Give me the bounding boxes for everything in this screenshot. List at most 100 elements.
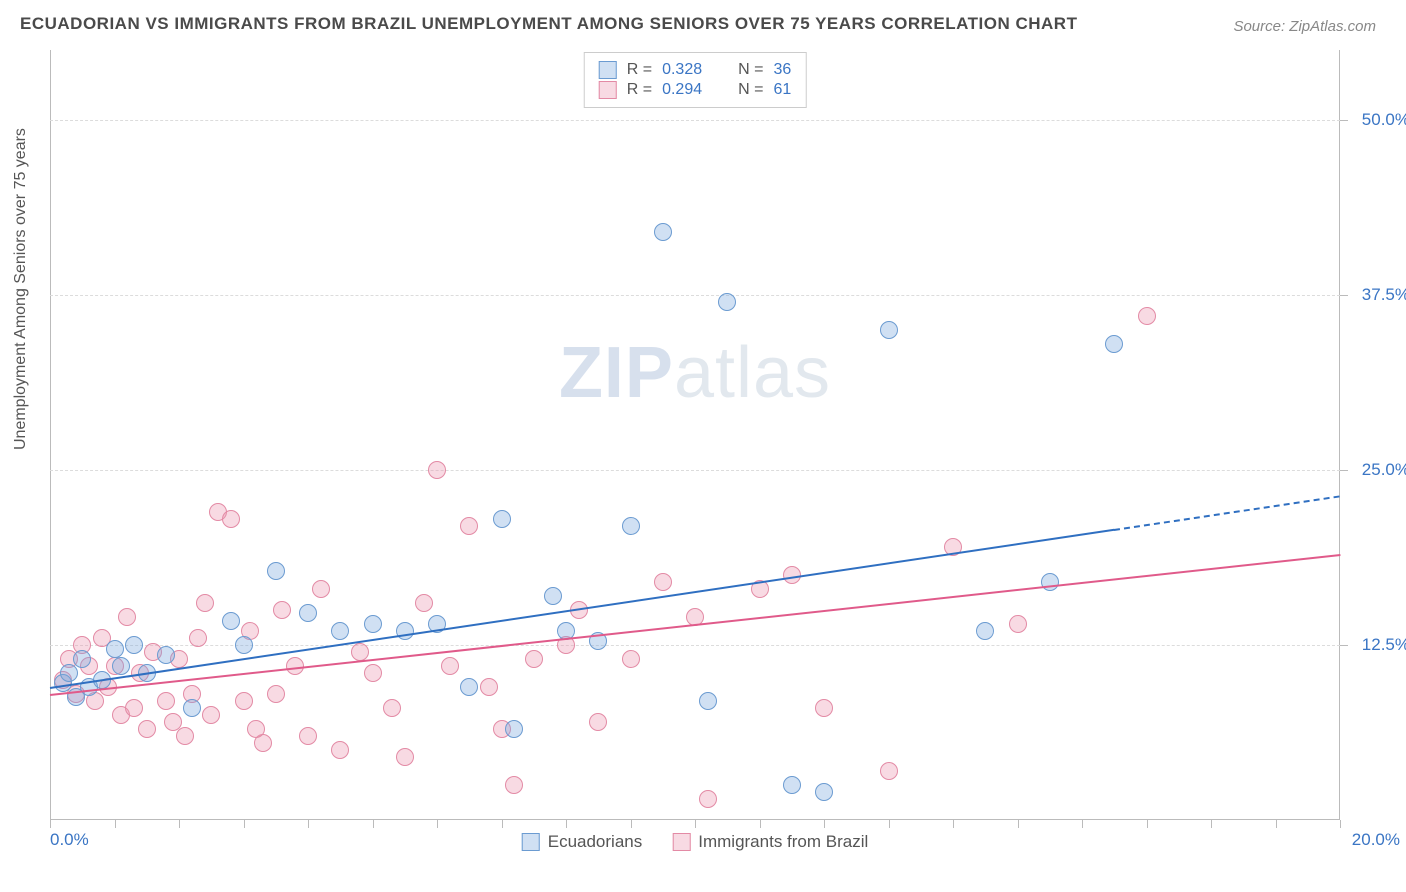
y-axis-label: Unemployment Among Seniors over 75 years bbox=[12, 128, 30, 450]
chart-title: ECUADORIAN VS IMMIGRANTS FROM BRAZIL UNE… bbox=[20, 14, 1077, 34]
data-point bbox=[299, 604, 317, 622]
watermark: ZIPatlas bbox=[559, 332, 831, 414]
data-point bbox=[880, 762, 898, 780]
data-point bbox=[654, 223, 672, 241]
legend-row: R = 0.294 N = 61 bbox=[599, 81, 792, 99]
r-label: R = bbox=[627, 81, 652, 99]
x-tick bbox=[308, 820, 309, 828]
data-point bbox=[815, 699, 833, 717]
data-point bbox=[202, 706, 220, 724]
x-tick bbox=[1211, 820, 1212, 828]
data-point bbox=[247, 720, 265, 738]
data-point bbox=[441, 657, 459, 675]
data-point bbox=[222, 510, 240, 528]
legend-label: Immigrants from Brazil bbox=[698, 832, 868, 852]
data-point bbox=[396, 622, 414, 640]
data-point bbox=[976, 622, 994, 640]
data-point bbox=[622, 650, 640, 668]
data-point bbox=[460, 678, 478, 696]
watermark-atlas: atlas bbox=[674, 333, 831, 413]
data-point bbox=[118, 608, 136, 626]
data-point bbox=[699, 790, 717, 808]
y-tick bbox=[1340, 470, 1348, 471]
data-point bbox=[783, 776, 801, 794]
data-point bbox=[273, 601, 291, 619]
gridline bbox=[50, 295, 1340, 296]
data-point bbox=[654, 573, 672, 591]
data-point bbox=[189, 629, 207, 647]
data-point bbox=[112, 657, 130, 675]
y-tick-label: 50.0% bbox=[1350, 110, 1406, 130]
trend-line bbox=[1114, 495, 1340, 531]
legend-item: Immigrants from Brazil bbox=[672, 832, 868, 852]
chart-area: ZIPatlas 12.5%25.0%37.5%50.0% R = 0.328 N … bbox=[50, 50, 1340, 820]
gridline bbox=[50, 120, 1340, 121]
x-tick bbox=[1147, 820, 1148, 828]
x-tick bbox=[695, 820, 696, 828]
source-label: Source: ZipAtlas.com bbox=[1233, 18, 1376, 35]
data-point bbox=[525, 650, 543, 668]
data-point bbox=[331, 622, 349, 640]
y-tick bbox=[1340, 295, 1348, 296]
y-tick-label: 25.0% bbox=[1350, 460, 1406, 480]
r-label: R = bbox=[627, 61, 652, 79]
y-tick-label: 37.5% bbox=[1350, 285, 1406, 305]
data-point bbox=[196, 594, 214, 612]
correlation-legend: R = 0.328 N = 36 R = 0.294 N = 61 bbox=[584, 52, 807, 108]
x-tick bbox=[953, 820, 954, 828]
legend-row: R = 0.328 N = 36 bbox=[599, 61, 792, 79]
x-tick bbox=[760, 820, 761, 828]
legend-swatch bbox=[522, 833, 540, 851]
n-label: N = bbox=[738, 61, 763, 79]
data-point bbox=[505, 776, 523, 794]
data-point bbox=[364, 615, 382, 633]
x-tick bbox=[889, 820, 890, 828]
x-tick bbox=[502, 820, 503, 828]
data-point bbox=[505, 720, 523, 738]
x-tick bbox=[1276, 820, 1277, 828]
x-tick bbox=[50, 820, 51, 828]
data-point bbox=[460, 517, 478, 535]
x-tick bbox=[373, 820, 374, 828]
y-tick bbox=[1340, 645, 1348, 646]
data-point bbox=[396, 748, 414, 766]
r-value: 0.294 bbox=[662, 81, 702, 99]
y-axis-line-right bbox=[1339, 50, 1340, 820]
n-value: 36 bbox=[773, 61, 791, 79]
legend-label: Ecuadorians bbox=[548, 832, 643, 852]
data-point bbox=[364, 664, 382, 682]
data-point bbox=[589, 713, 607, 731]
data-point bbox=[622, 517, 640, 535]
legend-item: Ecuadorians bbox=[522, 832, 643, 852]
y-axis-line bbox=[50, 50, 51, 820]
x-tick bbox=[437, 820, 438, 828]
n-label: N = bbox=[738, 81, 763, 99]
legend-swatch bbox=[599, 61, 617, 79]
x-tick bbox=[179, 820, 180, 828]
data-point bbox=[428, 461, 446, 479]
series-legend: Ecuadorians Immigrants from Brazil bbox=[522, 832, 869, 852]
data-point bbox=[1009, 615, 1027, 633]
n-value: 61 bbox=[773, 81, 791, 99]
data-point bbox=[331, 741, 349, 759]
watermark-zip: ZIP bbox=[559, 333, 674, 413]
data-point bbox=[267, 562, 285, 580]
x-tick bbox=[1340, 820, 1341, 828]
data-point bbox=[235, 636, 253, 654]
data-point bbox=[480, 678, 498, 696]
x-tick bbox=[1082, 820, 1083, 828]
data-point bbox=[415, 594, 433, 612]
data-point bbox=[157, 692, 175, 710]
plot-region: ZIPatlas 12.5%25.0%37.5%50.0% bbox=[50, 50, 1340, 820]
gridline bbox=[50, 470, 1340, 471]
x-tick bbox=[566, 820, 567, 828]
data-point bbox=[235, 692, 253, 710]
data-point bbox=[1041, 573, 1059, 591]
data-point bbox=[718, 293, 736, 311]
r-value: 0.328 bbox=[662, 61, 702, 79]
x-tick bbox=[115, 820, 116, 828]
data-point bbox=[267, 685, 285, 703]
y-tick-label: 12.5% bbox=[1350, 635, 1406, 655]
data-point bbox=[106, 640, 124, 658]
x-end-label: 20.0% bbox=[1352, 830, 1400, 850]
